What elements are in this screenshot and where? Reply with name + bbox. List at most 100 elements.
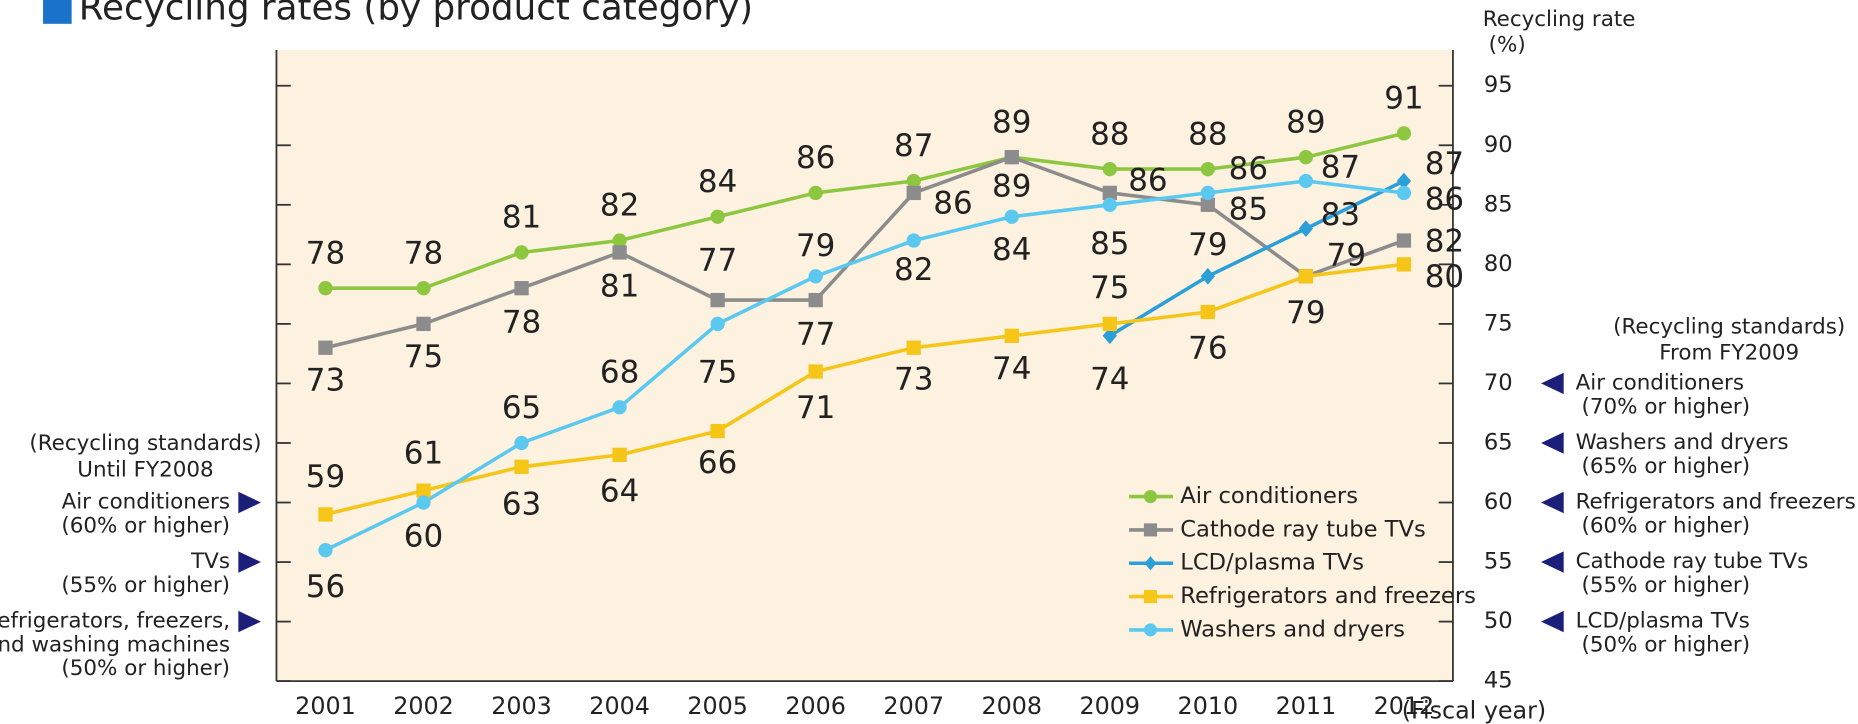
point bbox=[514, 245, 529, 260]
point bbox=[906, 185, 921, 201]
data-label: 63 bbox=[502, 487, 541, 523]
standard-text: (65% or higher) bbox=[1582, 454, 1751, 479]
chart-title: Recycling rates (by product category) bbox=[79, 0, 753, 29]
standard-arrow bbox=[238, 551, 261, 573]
point bbox=[612, 447, 627, 463]
data-label: 78 bbox=[502, 304, 541, 340]
point bbox=[1298, 173, 1314, 189]
point bbox=[612, 400, 627, 415]
data-label: 79 bbox=[1286, 295, 1325, 331]
legend-marker bbox=[1143, 623, 1158, 637]
point bbox=[1396, 126, 1412, 141]
data-label: 88 bbox=[1188, 116, 1227, 152]
series-line bbox=[324, 179, 1405, 552]
point bbox=[906, 173, 921, 189]
data-label: 86 bbox=[1229, 151, 1268, 187]
point bbox=[1396, 257, 1412, 272]
data-label: 85 bbox=[1229, 191, 1268, 227]
standard-arrow bbox=[1541, 372, 1564, 395]
legend-label: Refrigerators and freezers bbox=[1180, 583, 1476, 609]
point bbox=[1200, 304, 1215, 320]
data-label: 59 bbox=[306, 459, 345, 495]
standards-heading: Until FY2008 bbox=[77, 457, 213, 482]
point bbox=[416, 281, 431, 296]
data-label: 74 bbox=[1090, 362, 1129, 398]
point bbox=[808, 292, 823, 308]
x-tick-label: 2010 bbox=[1178, 692, 1239, 720]
y-tick-label: 60 bbox=[1484, 489, 1513, 515]
point bbox=[1298, 269, 1314, 284]
legend-marker bbox=[1143, 523, 1158, 537]
standard-text: (70% or higher) bbox=[1582, 394, 1751, 419]
point bbox=[1102, 327, 1117, 345]
y-tick-label: 55 bbox=[1484, 549, 1513, 575]
data-label: 65 bbox=[502, 390, 541, 426]
point bbox=[808, 364, 823, 379]
x-tick-label: 2008 bbox=[981, 692, 1042, 720]
series-line bbox=[325, 155, 1405, 350]
point bbox=[906, 233, 921, 248]
data-label: 76 bbox=[1188, 331, 1227, 367]
data-label: 86 bbox=[796, 140, 835, 176]
legend-marker bbox=[1143, 490, 1158, 504]
x-tick-label: 2009 bbox=[1080, 692, 1141, 720]
data-label: 87 bbox=[1321, 150, 1360, 186]
data-label: 75 bbox=[698, 354, 737, 390]
standard-text: (50% or higher) bbox=[61, 656, 230, 681]
point bbox=[1200, 197, 1215, 212]
standard-text: Air conditioners bbox=[1576, 370, 1744, 395]
point bbox=[318, 507, 333, 522]
point bbox=[612, 233, 627, 248]
legend-label: LCD/plasma TVs bbox=[1180, 550, 1364, 576]
standard-arrow bbox=[1541, 610, 1564, 633]
point bbox=[1102, 161, 1117, 177]
data-label: 86 bbox=[1425, 182, 1464, 218]
point bbox=[416, 495, 431, 510]
y-tick-label: 45 bbox=[1484, 668, 1513, 694]
standard-text: Refrigerators and freezers bbox=[1576, 490, 1856, 515]
standard-text: Air conditioners bbox=[62, 490, 230, 515]
y-tick-label: 90 bbox=[1484, 132, 1513, 158]
y-axis-unit: (%) bbox=[1489, 32, 1526, 57]
data-label: 77 bbox=[698, 242, 737, 278]
x-tick-label: 2011 bbox=[1276, 692, 1337, 720]
data-label: 82 bbox=[1425, 223, 1464, 259]
standard-text: (50% or higher) bbox=[1582, 632, 1751, 657]
point bbox=[1396, 233, 1412, 248]
x-tick-label: 2001 bbox=[295, 692, 356, 720]
point bbox=[1004, 328, 1019, 343]
data-label: 78 bbox=[306, 235, 345, 271]
point bbox=[1004, 209, 1019, 224]
y-tick-label: 85 bbox=[1484, 191, 1513, 217]
data-label: 61 bbox=[404, 435, 443, 471]
data-label: 79 bbox=[796, 228, 835, 264]
standard-text: (55% or higher) bbox=[61, 573, 230, 598]
data-label: 66 bbox=[698, 445, 737, 481]
point bbox=[514, 281, 529, 296]
data-label: 68 bbox=[600, 354, 639, 390]
point bbox=[710, 316, 725, 332]
standards-heading: (Recycling standards) bbox=[1613, 314, 1845, 339]
data-label: 81 bbox=[600, 269, 639, 305]
x-axis-label: (Fiscal year) bbox=[1402, 697, 1546, 724]
point bbox=[710, 209, 725, 224]
y-tick-label: 75 bbox=[1484, 310, 1513, 336]
standard-arrow bbox=[1541, 432, 1564, 454]
standard-text: TVs bbox=[190, 549, 230, 574]
point bbox=[514, 459, 529, 474]
data-label: 64 bbox=[600, 473, 639, 509]
data-label: 87 bbox=[894, 128, 933, 164]
y-tick-label: 50 bbox=[1484, 608, 1513, 634]
series-line bbox=[325, 131, 1405, 290]
data-label: 86 bbox=[933, 185, 972, 221]
point bbox=[318, 340, 333, 355]
point bbox=[416, 316, 431, 332]
data-label: 85 bbox=[1090, 226, 1129, 262]
data-label: 81 bbox=[502, 200, 541, 236]
x-tick-label: 2005 bbox=[687, 692, 748, 720]
data-label: 89 bbox=[992, 104, 1031, 140]
legend-label: Air conditioners bbox=[1180, 483, 1358, 509]
point bbox=[1298, 150, 1314, 165]
data-label: 74 bbox=[992, 351, 1031, 387]
